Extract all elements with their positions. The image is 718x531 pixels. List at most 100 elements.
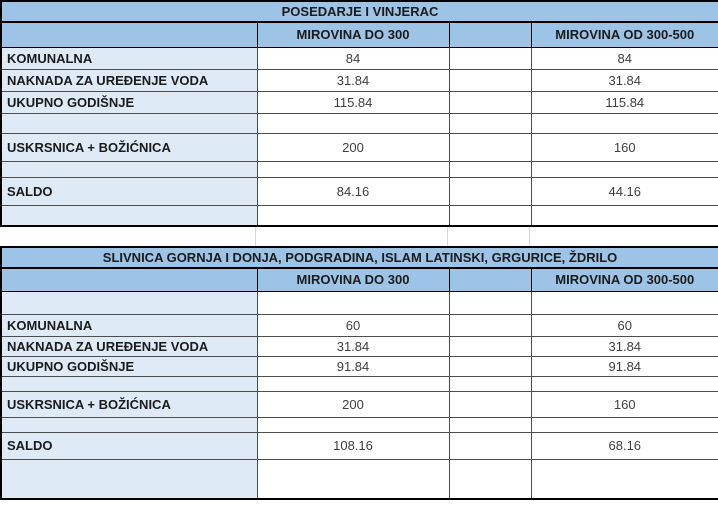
- gap-cell[interactable]: [448, 390, 532, 418]
- value-od-300-500[interactable]: 68.16: [530, 431, 718, 460]
- header-gap-cell[interactable]: [448, 267, 532, 292]
- value-blank[interactable]: [256, 160, 450, 178]
- header-mirovina-od-300-500[interactable]: MIROVINA OD 300-500: [530, 21, 718, 48]
- value-do-300[interactable]: 115.84: [256, 90, 450, 114]
- value-blank[interactable]: [256, 290, 450, 315]
- row-label-blank[interactable]: [0, 112, 258, 134]
- value-blank[interactable]: [256, 112, 450, 134]
- table-row: SALDO 108.16 68.16: [0, 431, 718, 460]
- value-od-300-500[interactable]: 44.16: [530, 176, 718, 206]
- value-od-300-500[interactable]: 160: [530, 132, 718, 162]
- table-title[interactable]: POSEDARJE I VINJERAC: [0, 0, 718, 23]
- value-blank[interactable]: [256, 416, 450, 433]
- gridline: [255, 227, 256, 246]
- table-row-blank: [0, 160, 718, 178]
- table-row-blank: [0, 112, 718, 134]
- value-od-300-500[interactable]: 84: [530, 46, 718, 70]
- gap-cell[interactable]: [448, 132, 532, 162]
- gap-cell[interactable]: [448, 355, 532, 377]
- value-blank[interactable]: [530, 112, 718, 134]
- table-posedarje-i-vinjerac: POSEDARJE I VINJERAC MIROVINA DO 300 MIR…: [0, 0, 718, 227]
- value-blank[interactable]: [530, 204, 718, 227]
- gap-cell[interactable]: [448, 90, 532, 114]
- value-do-300[interactable]: 60: [256, 313, 450, 337]
- value-do-300[interactable]: 84: [256, 46, 450, 70]
- value-blank[interactable]: [530, 375, 718, 392]
- row-label-uskrsnica[interactable]: USKRSNICA + BOŽIĆNICA: [0, 390, 258, 418]
- value-od-300-500[interactable]: 31.84: [530, 68, 718, 92]
- header-blank-cell[interactable]: [0, 21, 258, 48]
- row-label-naknada[interactable]: NAKNADA ZA UREĐENJE VODA: [0, 68, 258, 92]
- gap-cell[interactable]: [448, 431, 532, 460]
- gap-cell[interactable]: [448, 375, 532, 392]
- gap-cell[interactable]: [448, 313, 532, 337]
- table-title[interactable]: SLIVNICA GORNJA I DONJA, PODGRADINA, ISL…: [0, 246, 718, 269]
- row-label-komunalna[interactable]: KOMUNALNA: [0, 313, 258, 337]
- gap-cell[interactable]: [448, 176, 532, 206]
- table-row-blank: [0, 204, 718, 227]
- header-gap-cell[interactable]: [448, 21, 532, 48]
- header-mirovina-do-300[interactable]: MIROVINA DO 300: [256, 21, 450, 48]
- value-blank[interactable]: [256, 204, 450, 227]
- row-label-blank[interactable]: [0, 204, 258, 227]
- gap-cell[interactable]: [448, 160, 532, 178]
- row-label-ukupno[interactable]: UKUPNO GODIŠNJE: [0, 355, 258, 377]
- row-label-komunalna[interactable]: KOMUNALNA: [0, 46, 258, 70]
- row-label-saldo[interactable]: SALDO: [0, 431, 258, 460]
- gap-cell[interactable]: [448, 290, 532, 315]
- gridline: [529, 227, 530, 246]
- value-do-300[interactable]: 108.16: [256, 431, 450, 460]
- gap-cell[interactable]: [448, 46, 532, 70]
- row-label-uskrsnica[interactable]: USKRSNICA + BOŽIĆNICA: [0, 132, 258, 162]
- value-do-300[interactable]: 200: [256, 132, 450, 162]
- value-blank[interactable]: [530, 416, 718, 433]
- value-od-300-500[interactable]: 91.84: [530, 355, 718, 377]
- table-row: SALDO 84.16 44.16: [0, 176, 718, 206]
- value-do-300[interactable]: 200: [256, 390, 450, 418]
- table-row: USKRSNICA + BOŽIĆNICA 200 160: [0, 390, 718, 418]
- row-label-ukupno[interactable]: UKUPNO GODIŠNJE: [0, 90, 258, 114]
- table-row-blank: [0, 375, 718, 392]
- gap-cell[interactable]: [448, 68, 532, 92]
- gap-cell[interactable]: [448, 335, 532, 357]
- header-blank-cell[interactable]: [0, 267, 258, 292]
- row-label-blank[interactable]: [0, 290, 258, 315]
- value-do-300[interactable]: 91.84: [256, 355, 450, 377]
- row-label-blank[interactable]: [0, 160, 258, 178]
- value-od-300-500[interactable]: 60: [530, 313, 718, 337]
- gap-cell[interactable]: [448, 416, 532, 433]
- row-label-blank[interactable]: [0, 458, 258, 500]
- table-row-blank: [0, 290, 718, 315]
- value-blank[interactable]: [256, 458, 450, 500]
- value-od-300-500[interactable]: 160: [530, 390, 718, 418]
- value-do-300[interactable]: 31.84: [256, 335, 450, 357]
- value-do-300[interactable]: 84.16: [256, 176, 450, 206]
- row-label-blank[interactable]: [0, 375, 258, 392]
- value-blank[interactable]: [256, 375, 450, 392]
- value-blank[interactable]: [530, 290, 718, 315]
- value-blank[interactable]: [530, 160, 718, 178]
- table-slivnica-podgradina: SLIVNICA GORNJA I DONJA, PODGRADINA, ISL…: [0, 246, 718, 500]
- row-label-saldo[interactable]: SALDO: [0, 176, 258, 206]
- row-label-naknada[interactable]: NAKNADA ZA UREĐENJE VODA: [0, 335, 258, 357]
- value-od-300-500[interactable]: 31.84: [530, 335, 718, 357]
- table-row: KOMUNALNA 84 84: [0, 46, 718, 70]
- gap-cell[interactable]: [448, 204, 532, 227]
- table-row: NAKNADA ZA UREĐENJE VODA 31.84 31.84: [0, 335, 718, 357]
- table-row-blank: [0, 416, 718, 433]
- row-label-blank[interactable]: [0, 416, 258, 433]
- gap-cell[interactable]: [448, 112, 532, 134]
- table-row: UKUPNO GODIŠNJE 115.84 115.84: [0, 90, 718, 114]
- value-do-300[interactable]: 31.84: [256, 68, 450, 92]
- header-mirovina-do-300[interactable]: MIROVINA DO 300: [256, 267, 450, 292]
- table-row: KOMUNALNA 60 60: [0, 313, 718, 337]
- spreadsheet-view: POSEDARJE I VINJERAC MIROVINA DO 300 MIR…: [0, 0, 718, 500]
- gap-cell[interactable]: [448, 458, 532, 500]
- value-od-300-500[interactable]: 115.84: [530, 90, 718, 114]
- table-row: USKRSNICA + BOŽIĆNICA 200 160: [0, 132, 718, 162]
- table-row: NAKNADA ZA UREĐENJE VODA 31.84 31.84: [0, 68, 718, 92]
- table-row: UKUPNO GODIŠNJE 91.84 91.84: [0, 355, 718, 377]
- header-mirovina-od-300-500[interactable]: MIROVINA OD 300-500: [530, 267, 718, 292]
- gridline: [447, 227, 448, 246]
- value-blank[interactable]: [530, 458, 718, 500]
